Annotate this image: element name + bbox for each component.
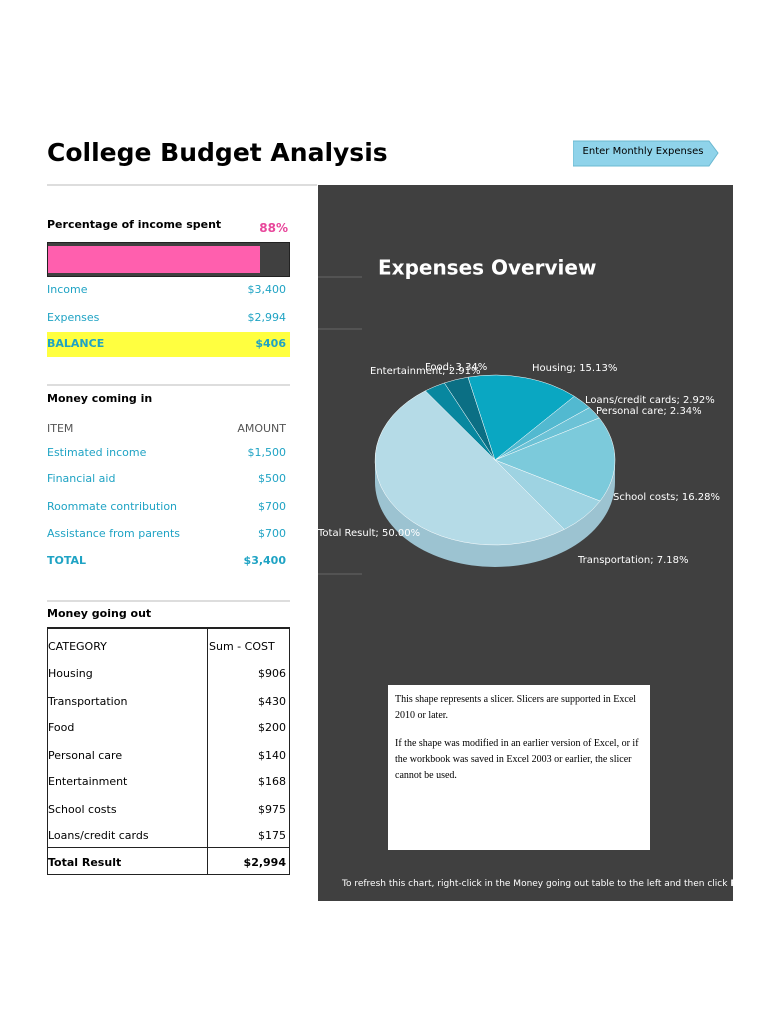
category: School costs bbox=[48, 803, 117, 816]
category: Food bbox=[48, 721, 75, 734]
pie-slice bbox=[467, 374, 575, 461]
amount: $700 bbox=[258, 527, 286, 540]
data-label: School costs; 16.28% bbox=[613, 492, 720, 503]
refresh-note: To refresh this chart, right-click in th… bbox=[342, 879, 770, 889]
slicer-text: If the shape was modified in an earlier … bbox=[395, 738, 639, 781]
divider bbox=[47, 384, 290, 386]
total-label: Total Result bbox=[48, 856, 122, 869]
cost: $168 bbox=[258, 775, 286, 788]
row-label: Income bbox=[47, 283, 88, 296]
col-head: AMOUNT bbox=[237, 422, 286, 435]
note-text: To refresh this chart, right-click in th… bbox=[342, 879, 731, 889]
total-label: TOTAL bbox=[47, 554, 87, 567]
slicer-box bbox=[388, 685, 650, 850]
pie-slice bbox=[374, 390, 565, 546]
total-value: $3,400 bbox=[243, 554, 286, 567]
percent: 88% bbox=[259, 221, 288, 235]
category: Entertainment bbox=[48, 775, 128, 788]
button[interactable]: Enter Monthly Expenses bbox=[582, 146, 704, 157]
row-value: $406 bbox=[255, 337, 286, 350]
data-label: Transportation; 7.18% bbox=[577, 555, 689, 566]
cost: $200 bbox=[258, 721, 286, 734]
total-value: $2,994 bbox=[243, 856, 286, 869]
col-head: ITEM bbox=[47, 422, 74, 435]
chart-title: Expenses Overview bbox=[378, 256, 596, 280]
slicer-text: This shape represents a slicer. Slicers … bbox=[395, 694, 637, 721]
row-label: Expenses bbox=[47, 311, 100, 324]
section-title: Money coming in bbox=[47, 392, 153, 405]
slicer-note: This shape represents a slicer. Slicers … bbox=[395, 692, 645, 784]
chart: Expenses Overview Food; 3.34% Housing; 15… bbox=[318, 185, 733, 901]
title: College Budget Analysis bbox=[47, 138, 388, 167]
data-label: Entertainment; 2.91% bbox=[370, 366, 480, 377]
item: Financial aid bbox=[47, 472, 116, 485]
category: Personal care bbox=[48, 749, 123, 762]
pie-slice bbox=[494, 417, 616, 502]
item: Assistance from parents bbox=[47, 527, 180, 540]
row-value: $3,400 bbox=[247, 283, 287, 296]
divider bbox=[47, 600, 290, 602]
data-label: Personal care; 2.34% bbox=[596, 406, 702, 417]
row-label: BALANCE bbox=[47, 337, 105, 350]
data-label: Loans/credit cards; 2.92% bbox=[585, 395, 715, 406]
button-shape[interactable] bbox=[573, 139, 719, 169]
col-head: CATEGORY bbox=[48, 640, 107, 653]
col-head: Sum - COST bbox=[209, 640, 275, 653]
item: Roommate contribution bbox=[47, 500, 178, 513]
table-frame bbox=[47, 627, 290, 875]
pie-slice bbox=[424, 382, 496, 461]
category: Transportation bbox=[48, 695, 128, 708]
item: Estimated income bbox=[47, 446, 147, 459]
cost: $906 bbox=[258, 667, 286, 680]
col-divider bbox=[207, 628, 208, 874]
amount: $1,500 bbox=[247, 446, 287, 459]
cost: $430 bbox=[258, 695, 286, 708]
cost: $975 bbox=[258, 803, 286, 816]
divider bbox=[47, 184, 317, 186]
cost: $175 bbox=[258, 829, 286, 842]
amount: $700 bbox=[258, 500, 286, 513]
section-title: Money going out bbox=[47, 607, 152, 620]
amount: $500 bbox=[258, 472, 286, 485]
balance-bg bbox=[47, 332, 290, 357]
data-label: Total Result; 50.00% bbox=[318, 528, 420, 539]
data-label: Housing; 15.13% bbox=[532, 363, 617, 374]
total-line bbox=[47, 847, 290, 848]
category: Loans/credit cards bbox=[48, 829, 149, 842]
label: Percentage of income spent bbox=[47, 218, 222, 231]
percent-bar bbox=[48, 246, 261, 273]
cost: $140 bbox=[258, 749, 286, 762]
category: Housing bbox=[48, 667, 93, 680]
row-value: $2,994 bbox=[247, 311, 287, 324]
data-label: Food; 3.34% bbox=[425, 362, 487, 373]
note-bold: Refresh bbox=[730, 879, 770, 889]
